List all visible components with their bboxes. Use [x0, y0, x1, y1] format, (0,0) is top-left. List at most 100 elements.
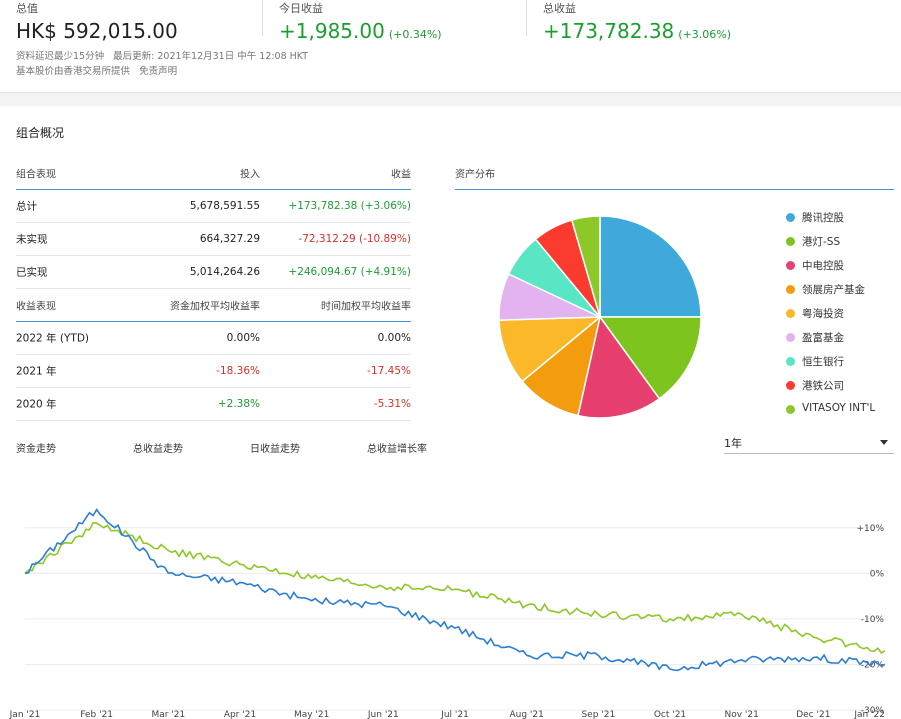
- legend-dot-icon: [786, 213, 795, 222]
- y-tick-label: +10%: [856, 524, 884, 534]
- legend-label: 港灯-SS: [802, 236, 841, 248]
- allocation-header: 资产分布: [455, 157, 894, 190]
- allocation-title: 资产分布: [455, 169, 495, 181]
- series-line: [24, 521, 886, 654]
- table-header: 收益表现 资金加权平均收益率 时间加权平均收益率: [16, 289, 411, 322]
- header-return: 收益表现: [16, 301, 56, 313]
- overview-title: 组合概况: [16, 126, 65, 140]
- legend-label: 粤海投资: [802, 308, 844, 320]
- total-value-label: 总值: [16, 2, 38, 15]
- x-tick-label: Dec '21: [796, 710, 830, 719]
- table-row: 2021 年 -18.36% -17.45%: [16, 355, 411, 388]
- x-tick-label: Jun '21: [367, 710, 399, 719]
- twr-value: -17.45%: [367, 365, 411, 377]
- gain-value: +246,094.67 (+4.91%): [288, 266, 411, 278]
- divider: [526, 0, 527, 36]
- header-gain: 收益: [391, 169, 411, 181]
- today-gain-label: 今日收益: [279, 2, 323, 15]
- invest-value: 5,014,264.26: [189, 266, 260, 278]
- pie-slice[interactable]: [598, 316, 702, 400]
- total-gain-label: 总收益: [543, 2, 576, 15]
- chevron-down-icon: [880, 440, 888, 445]
- gain-value: +173,782.38 (+3.06%): [288, 200, 411, 212]
- range-select-value: 1年: [724, 437, 742, 450]
- y-tick-label: -20%: [861, 660, 885, 670]
- pie-slice[interactable]: [570, 215, 601, 318]
- y-tick-label: 0%: [870, 569, 885, 579]
- header-twr: 时间加权平均收益率: [321, 301, 411, 313]
- table-row: 已实现 5,014,264.26 +246,094.67 (+4.91%): [16, 256, 411, 289]
- legend-label: 中电控股: [802, 260, 844, 272]
- table-header: 组合表现 投入 收益: [16, 157, 411, 190]
- total-gain-block: 总收益 +173,782.38 (+3.06%): [543, 0, 731, 43]
- series-line: [24, 508, 886, 672]
- tab-daily-gain-trend[interactable]: 日收益走势: [250, 444, 300, 455]
- x-tick-label: Mar '21: [151, 710, 185, 719]
- x-tick-label: Oct '21: [654, 710, 686, 719]
- performance-line-chart: +10% 0% -10% -20% -30% Jan '21 Feb '21 Mar '21 A…: [9, 508, 886, 719]
- table-row: 2020 年 +2.38% -5.31%: [16, 388, 411, 421]
- x-tick-label: May '21: [294, 710, 329, 719]
- twr-value: 0.00%: [377, 332, 411, 344]
- legend-dot-icon: [786, 309, 795, 318]
- header-performance: 组合表现: [16, 169, 56, 181]
- section-divider: [0, 92, 901, 106]
- invest-value: 664,327.29: [199, 233, 260, 245]
- twr-value: -5.31%: [373, 398, 411, 410]
- legend-label: 领展房产基金: [802, 284, 865, 296]
- x-tick-label: Jan '22: [853, 710, 885, 719]
- total-gain-value: +173,782.38: [543, 19, 675, 43]
- legend-dot-icon: [786, 357, 795, 366]
- legend-dot-icon: [786, 333, 795, 342]
- row-label: 2020 年: [16, 398, 57, 411]
- legend-label: 港铁公司: [802, 380, 844, 392]
- legend-label: VITASOY INT'L: [802, 402, 876, 414]
- tab-total-gain-trend[interactable]: 总收益走势: [133, 444, 183, 455]
- gain-value: -72,312.29 (-10.89%): [298, 233, 411, 245]
- mwr-value: +2.38%: [217, 398, 260, 410]
- row-label: 总计: [16, 200, 37, 213]
- disclaimer-link[interactable]: 免责声明: [139, 66, 178, 77]
- header-invest: 投入: [240, 169, 260, 181]
- legend-label: 腾讯控股: [802, 212, 844, 224]
- header-mwr: 资金加权平均收益率: [170, 301, 260, 313]
- performance-table: 组合表现 投入 收益 总计 5,678,591.55 +173,782.38 (+3…: [16, 157, 411, 421]
- allocation-pie-chart: [498, 215, 702, 419]
- x-tick-label: Jul '21: [440, 710, 469, 719]
- table-row: 2022 年 (YTD) 0.00% 0.00%: [16, 322, 411, 355]
- source-info: 基本股价由香港交易所提供 免责声明: [16, 63, 177, 77]
- x-tick-label: Apr '21: [224, 710, 256, 719]
- update-info: 资料延迟最少15分钟 最后更新: 2021年12月31日 中午 12:08 HK…: [16, 48, 308, 62]
- pie-slice[interactable]: [577, 315, 661, 419]
- table-row: 总计 5,678,591.55 +173,782.38 (+3.06%): [16, 190, 411, 223]
- tab-gain-growth-rate[interactable]: 总收益增长率: [367, 444, 427, 455]
- row-label: 未实现: [16, 233, 48, 246]
- delay-note: 资料延迟最少15分钟: [16, 51, 105, 62]
- last-update: 最后更新: 2021年12月31日 中午 12:08 HKT: [113, 51, 309, 62]
- tab-fund-trend[interactable]: 资金走势: [16, 444, 56, 455]
- y-tick-label: -30%: [861, 706, 885, 716]
- x-tick-label: Sep '21: [581, 710, 615, 719]
- y-tick-label: -10%: [861, 615, 885, 625]
- x-tick-label: Nov '21: [724, 710, 758, 719]
- pie-slice[interactable]: [599, 215, 702, 318]
- total-value-block: 总值 HK$ 592,015.00: [16, 0, 178, 43]
- today-gain-block: 今日收益 +1,985.00 (+0.34%): [279, 0, 442, 43]
- legend-dot-icon: [786, 261, 795, 270]
- legend-dot-icon: [786, 381, 795, 390]
- total-gain-pct: (+3.06%): [678, 28, 732, 41]
- legend-label: 盈富基金: [802, 332, 844, 344]
- legend-dot-icon: [786, 405, 795, 414]
- source-note: 基本股价由香港交易所提供: [16, 66, 131, 77]
- legend-dot-icon: [786, 285, 795, 294]
- x-tick-label: Aug '21: [509, 710, 543, 719]
- x-tick-label: Feb '21: [80, 710, 113, 719]
- total-value: HK$ 592,015.00: [16, 19, 178, 43]
- legend-dot-icon: [786, 237, 795, 246]
- x-tick-label: Jan '21: [9, 710, 41, 719]
- row-label: 2022 年 (YTD): [16, 332, 90, 345]
- row-label: 2021 年: [16, 365, 57, 378]
- range-select[interactable]: 1年: [724, 432, 894, 454]
- today-gain-pct: (+0.34%): [388, 28, 442, 41]
- divider: [262, 0, 263, 36]
